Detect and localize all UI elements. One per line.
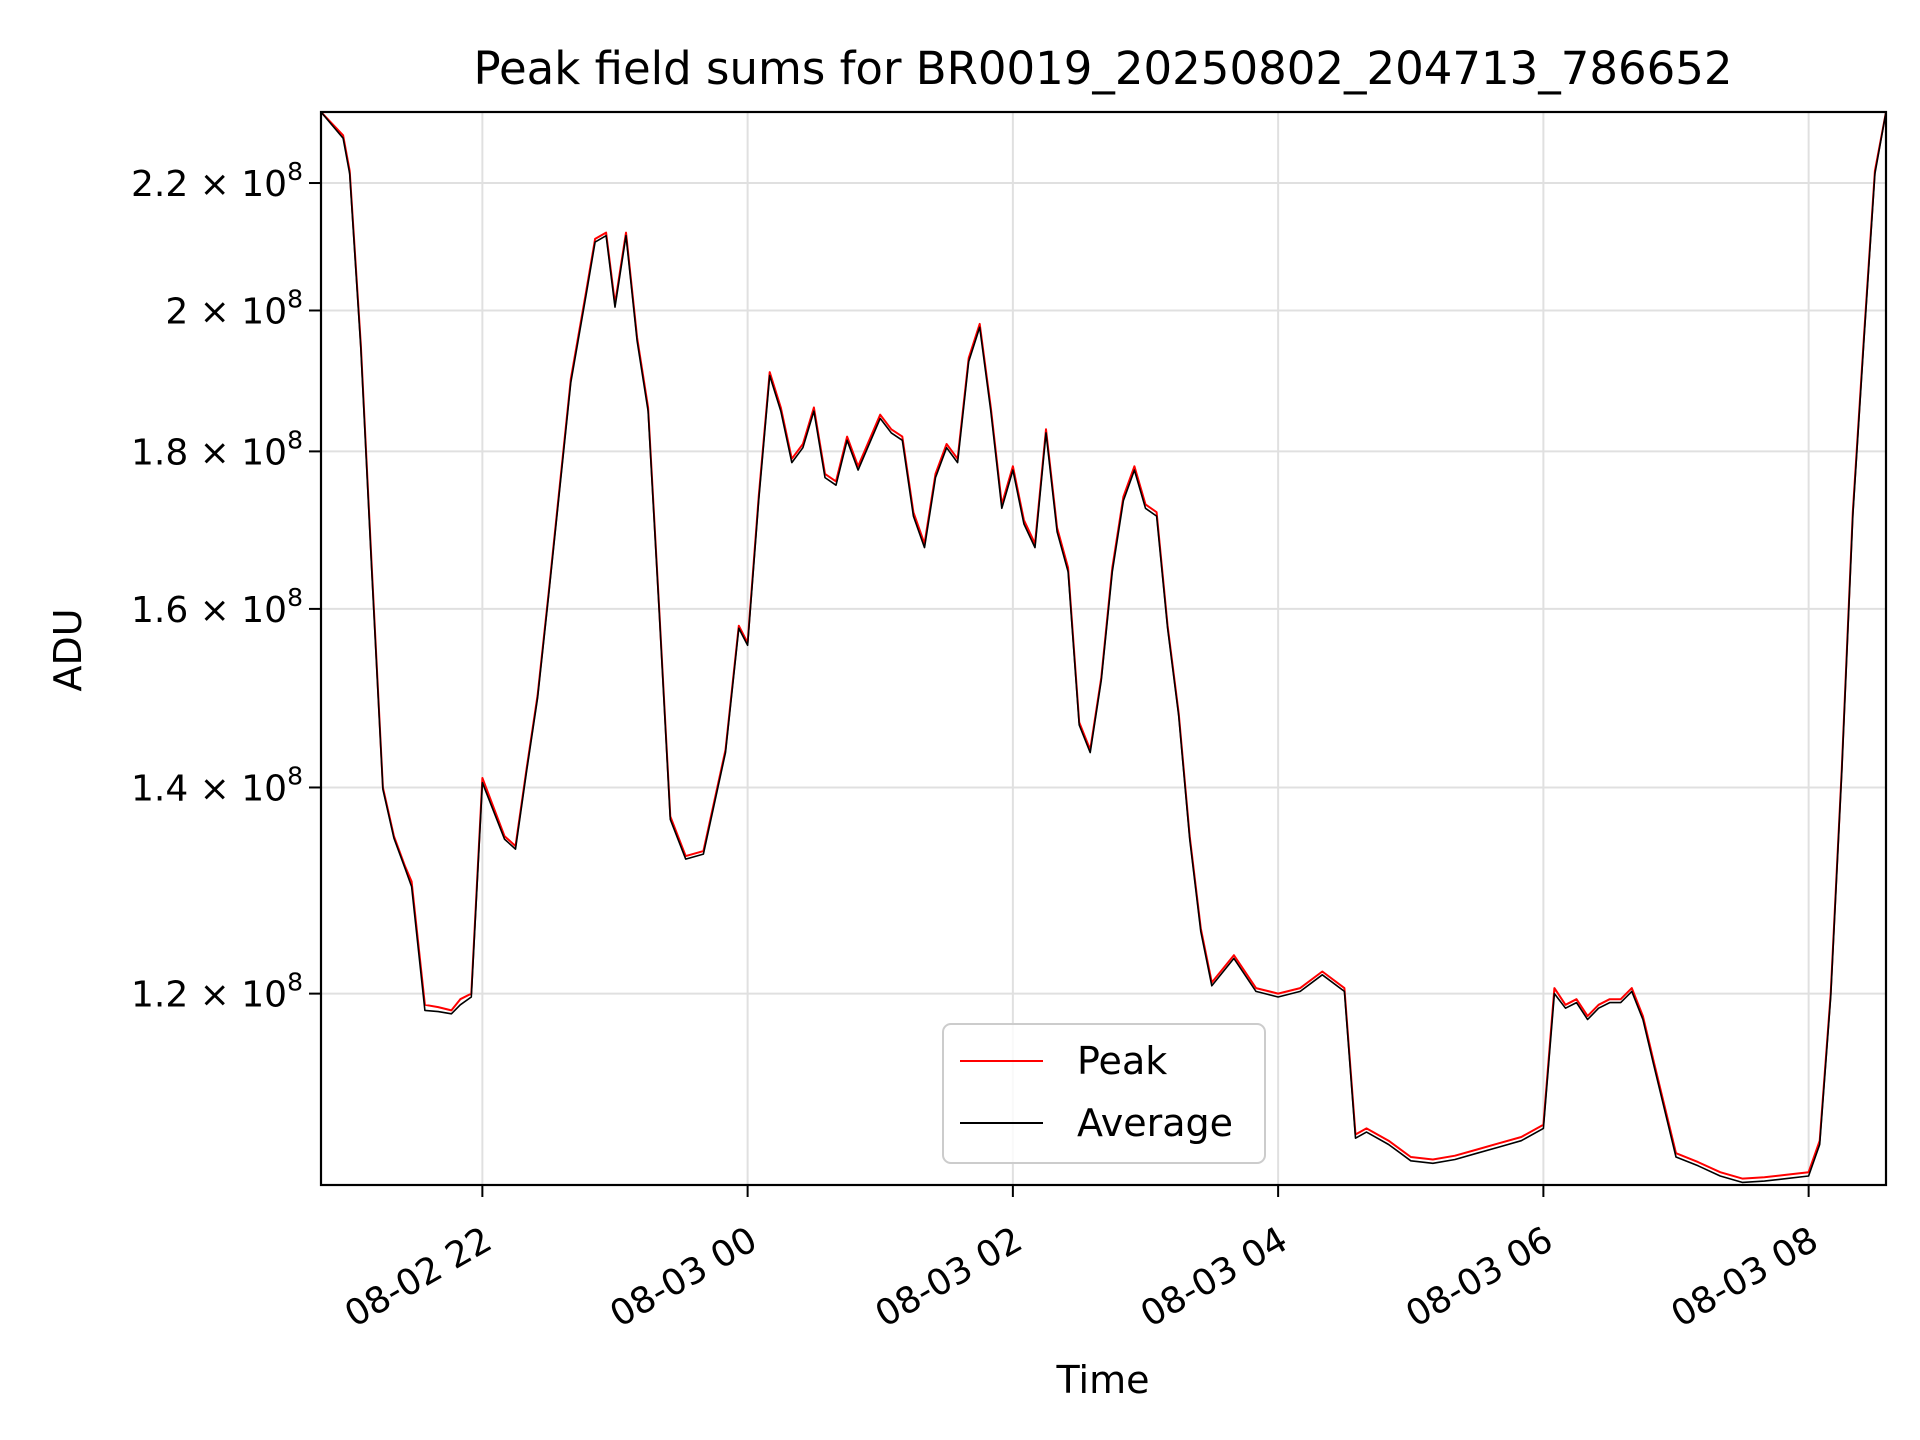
y-tick-label: 1.2 × 108	[131, 968, 303, 1016]
x-axis-label: Time	[1056, 1358, 1150, 1402]
legend-label-average: Average	[1077, 1101, 1233, 1145]
axes-frame	[319, 110, 1888, 1187]
plot-lines	[321, 112, 1886, 1184]
y-tick-label: 2 × 108	[165, 284, 303, 332]
legend-label-peak: Peak	[1077, 1039, 1167, 1083]
y-tick-label: 1.4 × 108	[131, 761, 303, 809]
series-line-average	[321, 112, 1886, 1184]
y-axis-ticks: 1.2 × 108 1.4 × 108 1.6 × 108 1.8 × 108 2 × …	[131, 157, 321, 1016]
y-tick-label: 1.6 × 108	[131, 583, 303, 631]
y-tick-label: 2.2 × 108	[131, 157, 303, 205]
y-axis-label: ADU	[46, 608, 90, 691]
legend: Peak Average	[942, 1023, 1266, 1164]
chart-title: Peak field sums for BR0019_20250802_2047…	[473, 42, 1732, 95]
legend-box	[942, 1023, 1266, 1164]
y-tick-label: 1.8 × 108	[131, 425, 303, 473]
